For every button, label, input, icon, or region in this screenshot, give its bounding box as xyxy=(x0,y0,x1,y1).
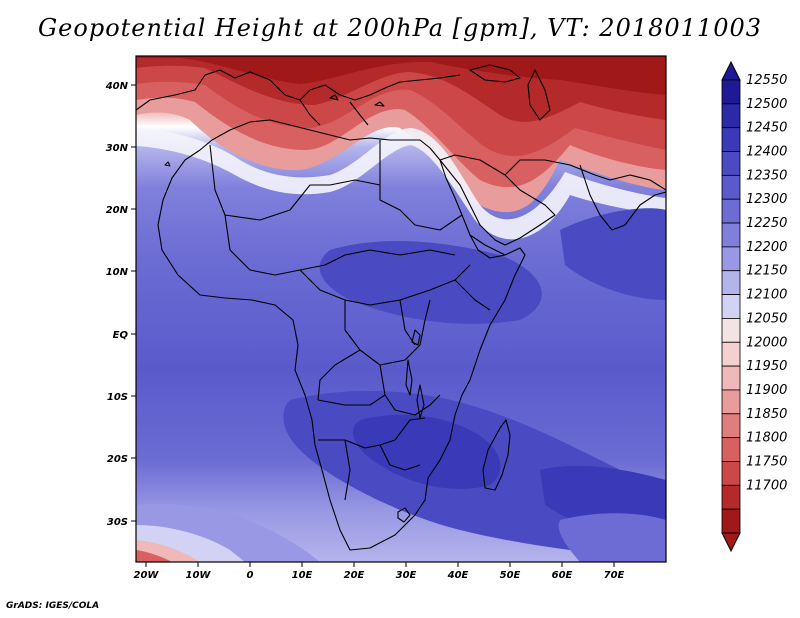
lat-label: 40N xyxy=(105,81,129,92)
map-title: Geopotential Height at 200hPa [gpm], VT:… xyxy=(38,14,762,42)
colorbar-swatch xyxy=(721,127,741,152)
lon-label: 20W xyxy=(134,570,160,581)
colorbar-swatch xyxy=(721,437,741,462)
lon-label: 30E xyxy=(396,570,417,581)
colorbar-swatch xyxy=(721,174,741,200)
colorbar-swatch xyxy=(721,103,741,129)
colorbar-swatch xyxy=(721,270,741,295)
colorbar-swatch xyxy=(721,365,741,391)
colorbar-level-label: 12350 xyxy=(746,168,787,183)
lat-label: 20N xyxy=(106,205,129,216)
map-frame xyxy=(135,55,667,563)
colorbar-swatch xyxy=(721,461,741,486)
colorbar-level-label: 11900 xyxy=(746,383,787,398)
colorbar-swatch xyxy=(721,79,741,105)
colorbar-level-label: 11750 xyxy=(746,454,787,469)
colorbar-level-label: 12150 xyxy=(746,264,787,279)
colorbar-swatch xyxy=(721,484,741,510)
colorbar-level-label: 12550 xyxy=(746,73,787,88)
colorbar-level-label: 11950 xyxy=(746,359,787,374)
lon-label: 50E xyxy=(500,570,521,581)
lat-label: EQ xyxy=(113,330,129,341)
colorbar-swatch xyxy=(721,198,741,224)
colorbar-level-label: 12250 xyxy=(746,216,787,231)
lon-label: 20E xyxy=(344,570,365,581)
colorbar-level-label: 12400 xyxy=(746,145,787,160)
lon-label: 60E xyxy=(552,570,573,581)
colorbar-level-label: 11800 xyxy=(746,431,787,446)
colorbar-level-label: 12100 xyxy=(746,288,787,303)
longitude-labels: 20W 10W 0 10E 20E 30E 40E 50E 60E 70E xyxy=(134,570,625,581)
colorbar-swatch xyxy=(721,294,741,319)
colorbar-swatch xyxy=(721,389,741,415)
colorbar-bottom-arrow xyxy=(721,532,741,553)
colorbar-swatch xyxy=(721,413,741,439)
credit-label: GrADS: IGES/COLA xyxy=(6,601,100,611)
colorbar-level-label: 12200 xyxy=(746,240,787,255)
lat-label: 30N xyxy=(106,143,129,154)
lon-label: 0 xyxy=(247,570,254,581)
colorbar-level-label: 12050 xyxy=(746,311,787,326)
colorbar-swatch xyxy=(721,151,741,176)
lat-label: 10S xyxy=(107,392,128,403)
colorbar-swatch xyxy=(721,222,741,248)
colorbar: 12550 12500 12450 12400 12350 12300 12250 12200… xyxy=(721,60,787,553)
lat-label: 30S xyxy=(107,517,128,528)
colorbar-swatch xyxy=(721,341,741,367)
lon-label: 10W xyxy=(186,570,212,581)
colorbar-level-label: 11700 xyxy=(746,478,787,493)
colorbar-level-label: 11850 xyxy=(746,407,787,422)
height-field xyxy=(136,56,666,562)
colorbar-swatch xyxy=(721,318,741,343)
colorbar-level-label: 12000 xyxy=(746,335,787,350)
lat-label: 20S xyxy=(107,454,128,465)
colorbar-swatch xyxy=(721,246,741,272)
colorbar-top-arrow xyxy=(721,60,741,81)
colorbar-swatch xyxy=(721,508,741,534)
latitude-labels: 40N 30N 20N 10N EQ 10S 20S 30S xyxy=(105,81,129,528)
lon-label: 70E xyxy=(604,570,625,581)
colorbar-level-label: 12500 xyxy=(746,97,787,112)
colorbar-level-label: 12450 xyxy=(746,121,787,136)
lon-label: 10E xyxy=(292,570,313,581)
lon-label: 40E xyxy=(447,570,469,581)
lat-label: 10N xyxy=(106,267,129,278)
colorbar-level-label: 12300 xyxy=(746,192,787,207)
